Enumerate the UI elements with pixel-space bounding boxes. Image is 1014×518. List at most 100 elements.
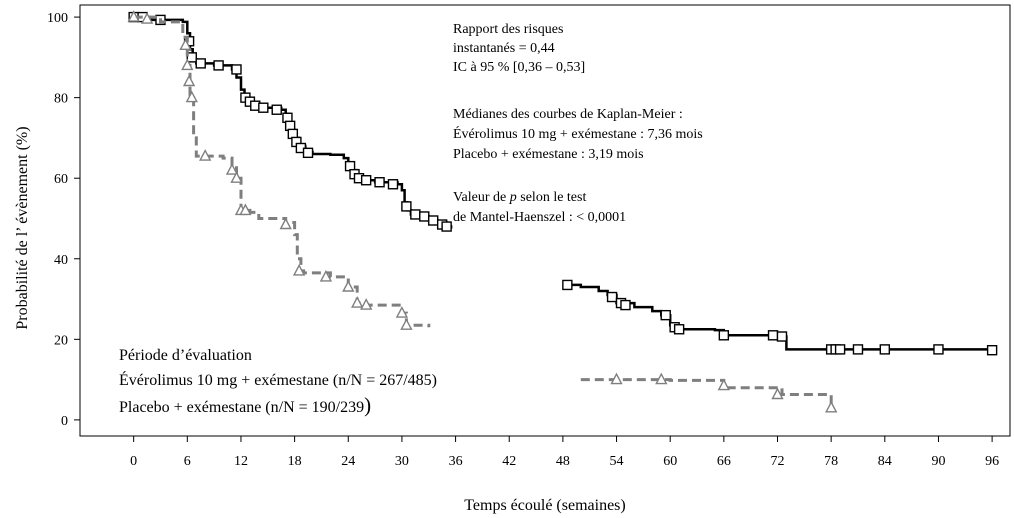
censor-marker xyxy=(879,344,891,355)
x-tick-label: 30 xyxy=(395,454,409,469)
pvalue-line-1: Valeur de p selon le test xyxy=(453,190,586,205)
annotation-block: Rapport des risques instantanés = 0,44 I… xyxy=(453,22,703,225)
censor-marker xyxy=(834,344,846,355)
x-axis-label: Temps écoulé (semaines) xyxy=(464,497,625,514)
censor-marker xyxy=(185,90,198,103)
censor-marker xyxy=(360,298,373,310)
censor-marker xyxy=(673,324,685,335)
x-tick-label: 12 xyxy=(234,454,248,469)
x-tick-label: 18 xyxy=(288,454,302,469)
x-tick-label: 96 xyxy=(985,454,999,469)
x-tick-label: 24 xyxy=(341,454,355,469)
censor-marker xyxy=(195,58,206,69)
censor-marker xyxy=(140,12,154,24)
pvalue-suffix: selon le test xyxy=(517,190,587,205)
censor-marker xyxy=(562,279,573,291)
censor-marker xyxy=(419,211,430,222)
x-tick-label: 60 xyxy=(663,454,677,469)
censor-marker xyxy=(986,345,998,356)
censor-marker xyxy=(181,58,194,71)
censor-marker xyxy=(660,309,671,321)
censor-marker xyxy=(718,330,730,341)
hazard-ratio-line-2: instantanés = 0,44 xyxy=(453,41,555,56)
censor-marker xyxy=(441,221,452,232)
x-tick-label: 90 xyxy=(931,454,945,469)
censor-marker xyxy=(717,378,730,391)
medians-line-2: Évérolimus 10 mg + exémestane : 7,36 moi… xyxy=(453,125,703,142)
censor-marker xyxy=(428,215,439,226)
legend-entry-placebo-paren: ) xyxy=(364,393,371,417)
censor-marker xyxy=(410,209,421,220)
y-tick-label: 60 xyxy=(54,172,68,187)
censor-marker xyxy=(655,372,668,385)
y-axis-label: Probabilité de l’ évènement (%) xyxy=(14,126,31,329)
censor-marker xyxy=(127,10,140,22)
censor-marker xyxy=(610,372,623,385)
x-tick-label: 84 xyxy=(878,454,892,469)
censor-marker xyxy=(279,217,292,230)
censor-marker xyxy=(360,175,372,186)
x-tick-label: 48 xyxy=(556,454,570,469)
censor-marker xyxy=(186,52,197,63)
censor-marker xyxy=(776,331,788,342)
censor-marker xyxy=(395,306,409,318)
censor-marker xyxy=(230,171,243,183)
series-line-2 xyxy=(133,15,431,328)
legend-entry-placebo-text: Placebo + exémestane (n/N = 190/239 xyxy=(119,399,364,416)
censor-marker xyxy=(400,318,413,330)
y-tick-label: 80 xyxy=(54,92,68,107)
censor-marker xyxy=(771,387,784,400)
censor-marker xyxy=(825,400,838,413)
series-layer xyxy=(127,10,998,413)
censor-marker xyxy=(319,269,333,282)
y-tick-label: 40 xyxy=(54,253,68,268)
medians-line-1: Médianes des courbes de Kaplan-Meier : xyxy=(453,107,683,122)
x-tick-label: 6 xyxy=(184,454,191,469)
legend-title: Période d’évaluation xyxy=(119,347,252,364)
censor-marker xyxy=(225,163,239,175)
censor-marker xyxy=(767,330,779,341)
axes: 0 20 40 60 80 100 0 6 12 18 24 30 36 42 48 54 60 66 72 78 84… xyxy=(47,11,999,469)
censor-marker xyxy=(199,149,212,161)
censor-marker xyxy=(933,344,944,355)
y-tick-label: 100 xyxy=(47,11,68,26)
censor-marker xyxy=(606,291,618,303)
x-tick-label: 0 xyxy=(130,454,137,469)
censor-marker xyxy=(620,299,631,311)
pvalue-line-2: de Mantel-Haenszel : < 0,0001 xyxy=(453,210,626,225)
censor-marker xyxy=(374,177,385,188)
y-tick-label: 0 xyxy=(61,414,68,429)
legend-entry-placebo: Placebo + exémestane (n/N = 190/239) xyxy=(119,393,371,417)
censor-marker xyxy=(213,60,224,71)
censor-marker xyxy=(231,64,242,75)
legend: Période d’évaluation Évérolimus 10 mg + … xyxy=(119,347,437,417)
plot-frame xyxy=(79,4,1011,437)
censor-marker xyxy=(179,38,192,50)
series-line-2 xyxy=(580,378,833,408)
censor-marker xyxy=(271,104,282,115)
x-tick-label: 54 xyxy=(610,454,624,469)
x-tick-label: 72 xyxy=(771,454,785,469)
censor-marker xyxy=(292,263,306,276)
censor-marker xyxy=(239,203,252,216)
censor-marker xyxy=(302,147,314,159)
x-tick-label: 42 xyxy=(502,454,516,469)
censor-marker xyxy=(387,179,399,190)
hazard-ratio-line-1: Rapport des risques xyxy=(453,22,563,37)
censor-marker xyxy=(182,74,196,87)
censor-marker xyxy=(852,344,864,355)
censor-marker xyxy=(401,201,412,212)
pvalue-italic: p xyxy=(509,190,517,205)
pvalue-prefix: Valeur de xyxy=(453,190,510,205)
censor-marker xyxy=(351,296,364,308)
legend-entry-everolimus: Évérolimus 10 mg + exémestane (n/N = 267… xyxy=(119,370,437,389)
censor-marker xyxy=(342,279,355,292)
x-tick-label: 36 xyxy=(449,454,463,469)
y-tick-label: 20 xyxy=(54,333,68,348)
hazard-ratio-line-3: IC à 95 % [0,36 – 0,53] xyxy=(453,60,585,75)
x-tick-label: 66 xyxy=(717,454,731,469)
medians-line-3: Placebo + exémestane : 3,19 mois xyxy=(453,147,644,162)
x-tick-label: 78 xyxy=(824,454,838,469)
censor-marker xyxy=(258,102,269,113)
